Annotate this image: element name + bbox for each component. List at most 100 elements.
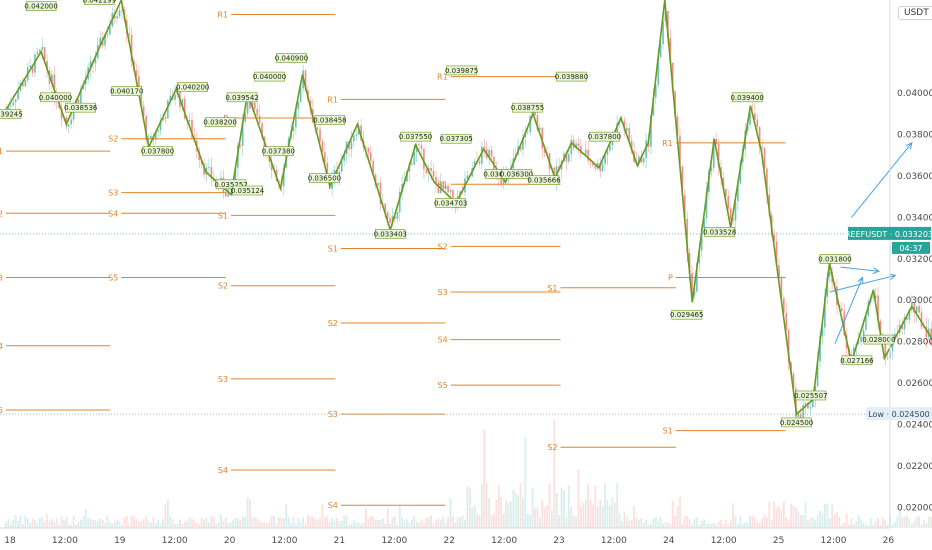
volume-bar [220, 514, 222, 528]
candle-body [785, 312, 788, 330]
zigzag-label: 0.034703 [434, 199, 467, 207]
candle-body [142, 106, 145, 116]
volume-bar [773, 501, 776, 528]
volume-bar [650, 523, 652, 528]
volume-bar [319, 518, 321, 528]
volume-bar [570, 506, 573, 528]
volume-bar [766, 517, 768, 528]
candle-body [367, 147, 370, 153]
volume-bar [82, 516, 85, 528]
zigzag-label-box [671, 309, 703, 320]
candle-body [77, 99, 80, 104]
volume-bar [802, 515, 805, 528]
volume-bar [845, 513, 848, 528]
candle-body [442, 181, 445, 190]
zigzag-label-box [215, 179, 247, 190]
volume-bar [862, 522, 865, 528]
volume-bar [249, 499, 251, 528]
volume-bar [299, 521, 302, 528]
volume-bar [302, 517, 305, 528]
volume-bar [476, 513, 478, 528]
candle-body [732, 219, 734, 221]
candle-body [297, 101, 300, 110]
volume-bar [488, 497, 491, 528]
volume-bar [640, 518, 643, 528]
volume-bar [601, 505, 604, 528]
volume-bar [828, 518, 831, 528]
zigzag-label: 0.039875 [445, 67, 478, 75]
volume-bar [860, 518, 863, 528]
low-tag: Low · 0.024500 [868, 410, 930, 419]
candle-body [877, 295, 879, 321]
volume-bar [613, 502, 616, 528]
volume-bar [369, 515, 372, 528]
volume-bar [72, 515, 75, 528]
volume-bar [365, 508, 367, 528]
volume-bar [304, 523, 307, 528]
volume-bar [671, 501, 674, 528]
candle-body [712, 139, 715, 168]
pivot-label: S5 [108, 273, 118, 282]
volume-bar [408, 522, 411, 528]
volume-bar [169, 515, 172, 528]
pivot-label: S3 [328, 410, 338, 419]
pivot-label: R1 [327, 95, 338, 104]
candle-body [811, 400, 814, 408]
volume-bar [92, 519, 94, 528]
volume-bar [778, 506, 780, 528]
candle-body [901, 324, 904, 330]
zigzag-label: 0.038536 [64, 104, 98, 112]
candle-body [191, 119, 193, 138]
volume-bar [814, 520, 817, 528]
candle-body [447, 185, 449, 193]
candle-body [787, 329, 790, 363]
volume-bar [65, 517, 68, 528]
volume-bar [679, 497, 681, 528]
volume-bar [413, 516, 416, 528]
volume-bar [700, 521, 703, 528]
candle-body [567, 154, 570, 162]
volume-bar [285, 504, 288, 528]
zigzag-label-box [863, 334, 895, 345]
zigzag-label-box [446, 65, 477, 76]
pivot-label: S1 [218, 211, 228, 220]
volume-bar [150, 522, 152, 528]
candle-body [761, 146, 763, 148]
currency-label: USDT [904, 8, 929, 18]
volume-bar [611, 498, 614, 528]
zigzag-label-box [435, 198, 466, 208]
candle-body [795, 388, 797, 417]
zigzag-label: 0.035666 [527, 177, 561, 185]
currency-button[interactable]: USDT [898, 6, 932, 20]
candle-body [679, 135, 681, 167]
candle-body [323, 152, 326, 163]
volume-bar [729, 520, 732, 528]
volume-bar [116, 519, 119, 528]
volume-bar [162, 518, 164, 528]
candle-body [565, 153, 568, 162]
volume-bar [108, 521, 111, 528]
zigzag-label-box [84, 0, 115, 5]
candle-body [369, 152, 372, 161]
volume-bar [31, 518, 34, 528]
volume-bar [534, 508, 536, 528]
volume-bar [137, 521, 140, 528]
candle-body [437, 183, 440, 194]
candle-body [691, 272, 693, 296]
volume-bar [693, 518, 696, 528]
zigzag-label: 0.029465 [670, 311, 703, 319]
candle-body [36, 52, 39, 55]
candle-body [128, 33, 131, 35]
volume-bar [872, 524, 875, 528]
volume-bar [908, 519, 911, 528]
volume-bar [787, 520, 790, 528]
candle-body [729, 208, 732, 220]
volume-bar [850, 517, 853, 528]
candle-body [908, 309, 911, 320]
projection-arrows [829, 143, 912, 344]
volume-bar [724, 519, 727, 528]
volume-bar [466, 486, 469, 528]
volume-bar [128, 524, 131, 528]
candle-body [792, 373, 795, 389]
candle-body [24, 80, 27, 87]
